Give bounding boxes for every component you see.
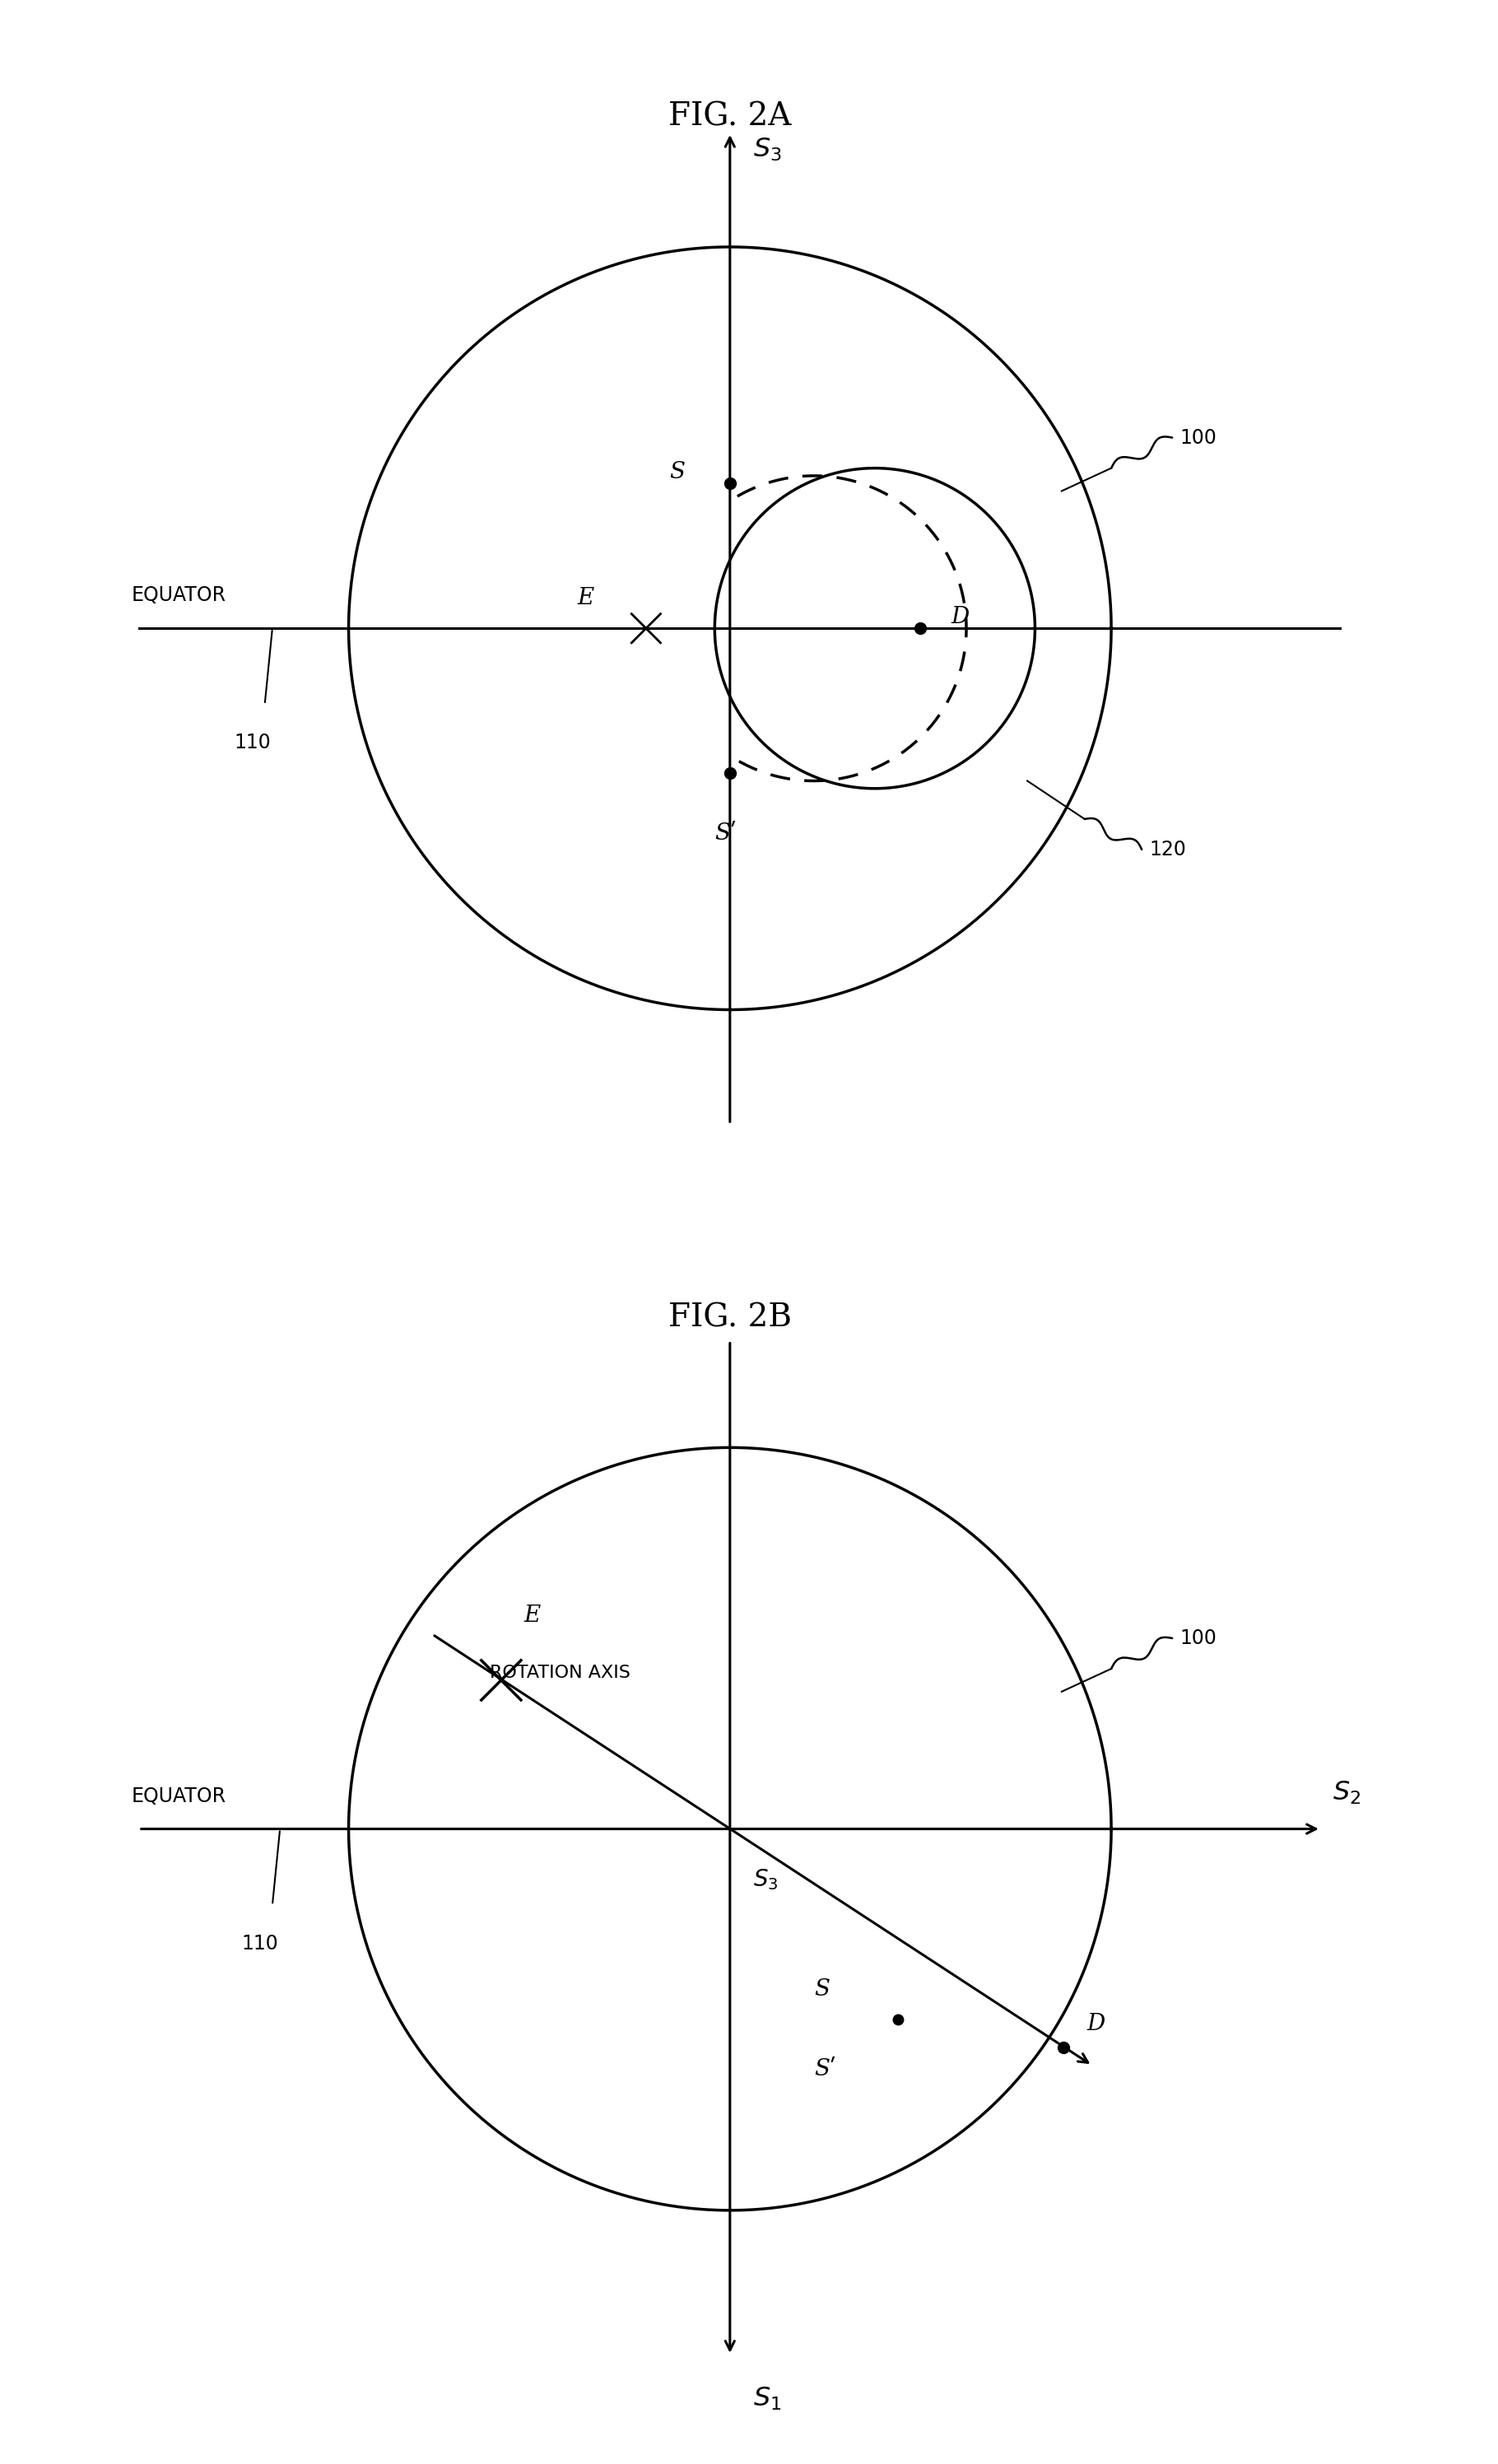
Text: $S_1$: $S_1$ bbox=[753, 2385, 780, 2412]
Text: EQUATOR: EQUATOR bbox=[132, 586, 226, 606]
Text: S: S bbox=[670, 461, 685, 483]
Text: $S_3$: $S_3$ bbox=[753, 1868, 777, 1892]
Text: 110: 110 bbox=[234, 732, 271, 752]
Text: FIG. 2A: FIG. 2A bbox=[668, 101, 791, 133]
Text: FIG. 2B: FIG. 2B bbox=[668, 1303, 791, 1333]
Text: E: E bbox=[577, 586, 595, 609]
Text: S: S bbox=[813, 1979, 830, 2001]
Text: $S_3$: $S_3$ bbox=[753, 136, 782, 163]
Text: Sʹ: Sʹ bbox=[813, 2057, 836, 2080]
Text: EQUATOR: EQUATOR bbox=[132, 1786, 226, 1806]
Text: D: D bbox=[1086, 2013, 1104, 2035]
Text: Sʹ: Sʹ bbox=[715, 823, 737, 845]
Text: $S_2$: $S_2$ bbox=[1332, 1779, 1360, 1806]
Text: 100: 100 bbox=[1180, 429, 1216, 448]
Text: D: D bbox=[951, 606, 969, 628]
Text: ROTATION AXIS: ROTATION AXIS bbox=[490, 1666, 631, 1680]
Text: E: E bbox=[524, 1604, 541, 1626]
Text: 120: 120 bbox=[1149, 840, 1186, 860]
Text: 100: 100 bbox=[1180, 1629, 1216, 1648]
Text: 110: 110 bbox=[241, 1934, 279, 1954]
